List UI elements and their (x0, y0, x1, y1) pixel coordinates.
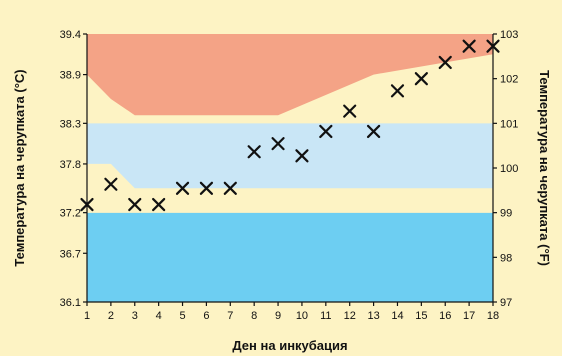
band-low (87, 212, 493, 302)
x-tick-label: 17 (463, 310, 475, 322)
x-tick-label: 9 (275, 310, 281, 322)
bands-layer (87, 34, 493, 302)
data-point-x-marker (247, 145, 261, 159)
data-point-x-marker (295, 149, 309, 163)
x-tick-label: 2 (108, 310, 114, 322)
y-left-axis-title: Температура на черупката (°C) (12, 69, 27, 266)
band-high (87, 34, 493, 116)
x-tick-label: 15 (415, 310, 427, 322)
band-lower-caution (87, 163, 493, 213)
band-upper-caution (87, 54, 493, 124)
data-point-x-marker (223, 181, 237, 195)
x-tick-label: 7 (227, 310, 233, 322)
data-point-x-marker (104, 177, 118, 191)
y-right-axis-title: Температура на черупката (°F) (537, 70, 552, 266)
ticks-layer: 36.136.737.237.838.338.939.4979899100101… (60, 29, 519, 322)
data-point-x-marker (414, 72, 428, 86)
data-point-x-marker (271, 137, 285, 151)
y-left-tick-label: 37.8 (60, 159, 81, 171)
x-tick-label: 12 (344, 310, 356, 322)
y-right-tick-label: 100 (500, 163, 518, 175)
data-point-x-marker (199, 181, 214, 195)
data-point-x-marker (128, 197, 142, 212)
y-right-tick-label: 97 (500, 297, 512, 309)
data-point-x-marker (390, 84, 405, 98)
x-tick-label: 11 (320, 310, 331, 322)
x-tick-label: 10 (296, 310, 308, 322)
x-tick-label: 5 (179, 310, 185, 322)
y-left-tick-label: 39.4 (60, 29, 81, 41)
x-tick-label: 1 (84, 310, 90, 322)
x-tick-label: 6 (203, 310, 209, 322)
x-tick-label: 8 (251, 310, 257, 322)
x-tick-label: 3 (132, 310, 138, 322)
x-tick-label: 16 (439, 310, 451, 322)
x-tick-label: 18 (487, 310, 499, 322)
x-tick-label: 14 (391, 310, 403, 322)
y-right-tick-label: 98 (500, 252, 512, 264)
data-point-x-marker (80, 197, 94, 212)
y-left-tick-label: 38.3 (60, 118, 81, 130)
points-layer (80, 39, 500, 212)
band-optimal (87, 123, 493, 189)
y-right-tick-label: 99 (500, 208, 512, 220)
data-point-x-marker (438, 55, 452, 70)
y-left-tick-label: 36.1 (60, 297, 81, 309)
data-point-x-marker (152, 197, 166, 212)
x-axis-title: Ден на инкубация (232, 338, 347, 353)
x-tick-label: 13 (367, 310, 379, 322)
y-right-tick-label: 103 (500, 29, 518, 41)
data-point-x-marker (319, 124, 333, 139)
x-tick-label: 4 (156, 310, 162, 322)
y-left-tick-label: 37.2 (60, 208, 81, 220)
data-point-x-marker (175, 181, 190, 195)
data-point-x-marker (486, 39, 500, 53)
data-point-x-marker (366, 124, 381, 139)
data-point-x-marker (462, 39, 476, 53)
y-left-tick-label: 36.7 (60, 248, 81, 260)
y-right-tick-label: 102 (500, 74, 518, 86)
data-point-x-marker (343, 104, 357, 118)
y-left-tick-label: 38.9 (60, 70, 81, 82)
y-right-tick-label: 101 (500, 118, 518, 130)
